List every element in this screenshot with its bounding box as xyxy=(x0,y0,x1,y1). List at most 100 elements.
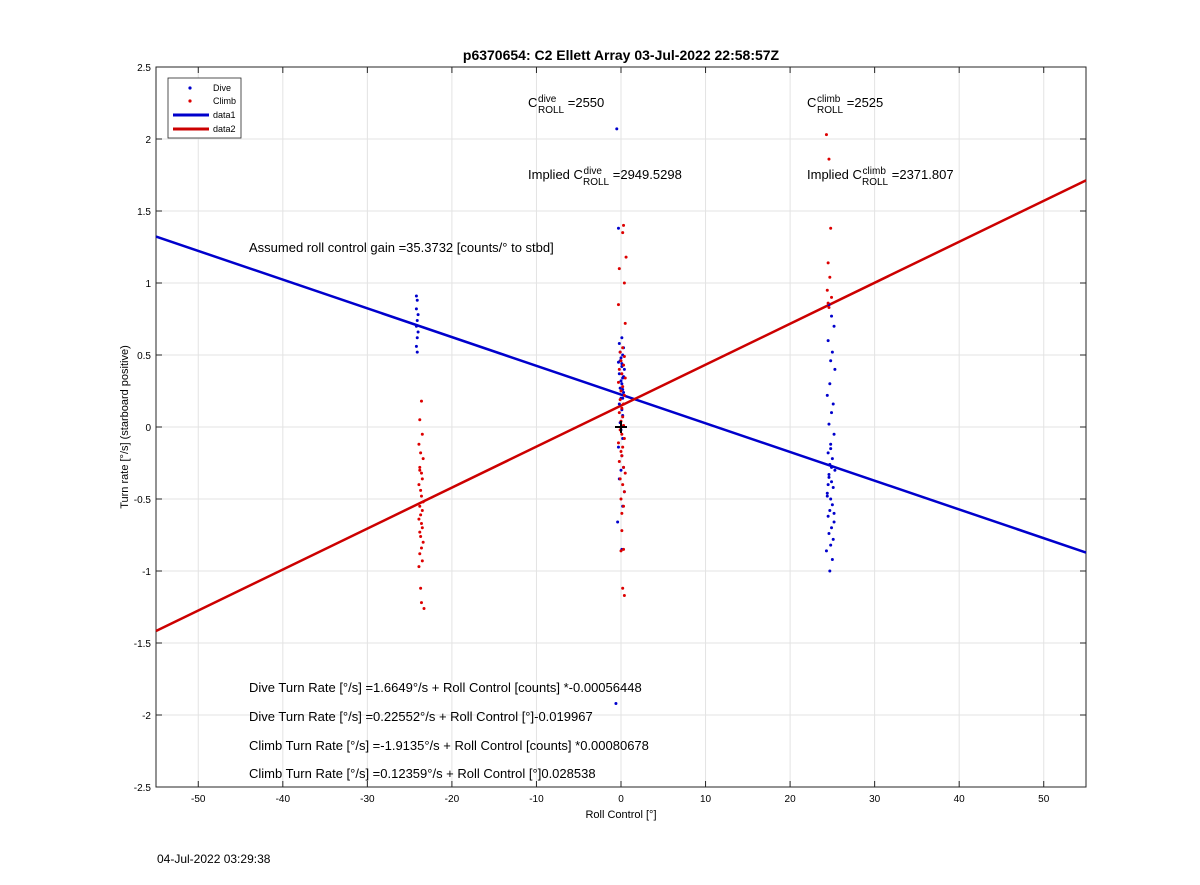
point-dive xyxy=(829,442,833,446)
point-climb xyxy=(621,231,625,235)
point-climb xyxy=(419,399,423,403)
point-climb xyxy=(417,517,421,521)
x-tick-label: 10 xyxy=(700,794,712,805)
point-climb xyxy=(418,465,422,469)
point-dive xyxy=(827,422,831,426)
point-climb xyxy=(620,372,624,376)
point-dive xyxy=(829,359,833,363)
x-tick-label: 0 xyxy=(618,794,624,805)
point-dive xyxy=(622,390,626,394)
legend-data2-label: data2 xyxy=(213,124,236,134)
point-dive xyxy=(830,465,834,469)
y-tick-label: 1 xyxy=(145,279,151,290)
point-dive xyxy=(828,382,832,386)
footer-timestamp: 04-Jul-2022 03:29:38 xyxy=(157,852,271,866)
point-dive xyxy=(416,330,420,334)
point-dive xyxy=(616,226,620,230)
point-climb xyxy=(827,305,831,309)
point-climb xyxy=(622,354,626,358)
y-tick-label: 0.5 xyxy=(137,351,151,362)
axis-ticks: -50 -40 -30 -20 -10 0 10 20 30 40 50-2.5-2-1.5-1-0… xyxy=(134,63,1086,805)
point-climb xyxy=(617,367,621,371)
point-climb xyxy=(621,415,625,419)
point-climb xyxy=(622,363,626,367)
annotation-c-dive: C dive ROLL =2550 xyxy=(528,90,604,116)
point-dive xyxy=(617,372,621,376)
point-climb xyxy=(418,504,422,508)
point-climb xyxy=(419,513,423,517)
point-climb xyxy=(620,432,624,436)
point-climb xyxy=(829,226,833,230)
point-dive xyxy=(825,494,829,498)
point-climb xyxy=(422,606,426,610)
point-climb xyxy=(417,442,421,446)
point-climb xyxy=(620,529,624,533)
annotation-c-climb: C climb ROLL =2525 xyxy=(807,90,883,116)
point-climb xyxy=(619,389,623,393)
point-climb xyxy=(620,406,624,410)
point-climb xyxy=(418,418,422,422)
annotation-equation-4: Climb Turn Rate [°/s] =0.12359°/s + Roll… xyxy=(249,766,596,781)
point-dive xyxy=(614,701,618,705)
point-dive xyxy=(617,341,621,345)
point-climb xyxy=(621,483,625,487)
point-dive xyxy=(414,344,418,348)
point-dive xyxy=(415,318,419,322)
point-climb xyxy=(826,301,830,305)
point-dive xyxy=(826,483,830,487)
point-climb xyxy=(421,457,425,461)
point-dive xyxy=(830,557,834,561)
point-climb xyxy=(420,509,424,513)
point-climb xyxy=(419,586,423,590)
annotation-implied-climb: Implied C climb ROLL =2371.807 xyxy=(807,162,954,188)
point-dive xyxy=(824,549,828,553)
y-tick-label: -2.5 xyxy=(134,783,152,794)
x-tick-label: 50 xyxy=(1038,794,1050,805)
point-climb xyxy=(623,471,627,475)
y-tick-label: -1.5 xyxy=(134,639,152,650)
annotation-gain: Assumed roll control gain =35.3732 [coun… xyxy=(249,240,554,255)
y-tick-label: -2 xyxy=(142,711,151,722)
point-climb xyxy=(622,402,626,406)
point-dive xyxy=(830,457,834,461)
legend-dive-marker xyxy=(188,86,192,90)
point-dive xyxy=(829,543,833,547)
point-dive xyxy=(622,367,626,371)
y-axis-label: Turn rate [°/s] (starboard positive) xyxy=(119,345,131,509)
point-dive xyxy=(415,350,419,354)
point-climb xyxy=(417,565,421,569)
annotation-implied-dive: Implied C dive ROLL =2949.5298 xyxy=(528,162,682,188)
annotation-equation-3: Climb Turn Rate [°/s] =-1.9135°/s + Roll… xyxy=(249,738,649,753)
y-tick-label: -1 xyxy=(142,567,151,578)
point-climb xyxy=(421,540,425,544)
point-climb xyxy=(419,546,423,550)
point-dive xyxy=(832,511,836,515)
point-dive xyxy=(831,485,835,489)
point-dive xyxy=(416,313,420,317)
x-tick-label: -40 xyxy=(276,794,291,805)
point-climb xyxy=(419,471,423,475)
point-dive xyxy=(833,367,837,371)
annotation-equation-1: Dive Turn Rate [°/s] =1.6649°/s + Roll C… xyxy=(249,680,642,695)
point-climb xyxy=(420,559,424,563)
point-climb xyxy=(622,490,626,494)
point-dive xyxy=(829,497,833,501)
chart-title: p6370654: C2 Ellett Array 03-Jul-2022 22… xyxy=(463,47,780,63)
point-dive xyxy=(826,514,830,518)
point-climb xyxy=(619,359,623,363)
point-climb xyxy=(419,488,423,492)
point-climb xyxy=(622,281,626,285)
point-dive xyxy=(414,324,418,328)
point-climb xyxy=(621,445,625,449)
point-dive xyxy=(616,520,620,524)
point-dive xyxy=(830,411,834,415)
point-climb xyxy=(618,350,622,354)
point-climb xyxy=(622,393,626,397)
legend-climb-marker xyxy=(188,99,192,103)
x-tick-label: -10 xyxy=(529,794,544,805)
x-axis-label: Roll Control [°] xyxy=(585,809,656,821)
point-climb xyxy=(420,477,424,481)
point-climb xyxy=(419,451,423,455)
point-climb xyxy=(827,157,831,161)
point-climb xyxy=(623,321,627,325)
